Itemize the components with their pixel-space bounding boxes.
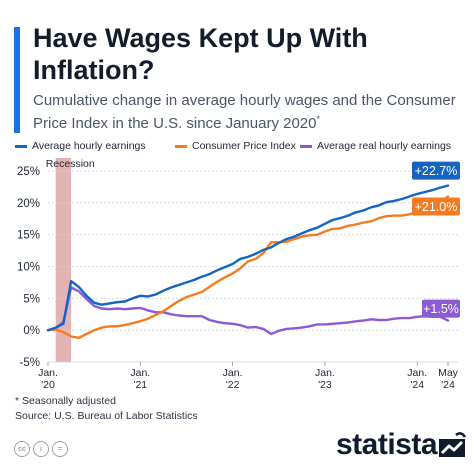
x-tick-label: Jan. <box>223 367 243 379</box>
legend-swatch-real <box>300 144 312 148</box>
x-tick-label: '22 <box>226 379 240 390</box>
statista-logo-mark-icon <box>439 432 467 457</box>
license-icons: cc i = <box>14 441 68 457</box>
y-tick-label: 5% <box>23 293 40 305</box>
end-label-real: +1.5% <box>423 302 459 316</box>
footnote-source: Source: U.S. Bureau of Labor Statistics <box>15 410 198 422</box>
title-accent-bar <box>14 27 20 133</box>
page-title: Have Wages Kept Up With Inflation? <box>33 23 368 85</box>
attribution-icon[interactable]: i <box>33 441 49 457</box>
legend-item-wages: Average hourly earnings <box>15 140 146 152</box>
x-tick-label: Jan. <box>407 367 427 379</box>
x-tick-label: Jan. <box>38 367 58 379</box>
page-subtitle: Cumulative change in average hourly wage… <box>33 91 463 133</box>
y-tick-label: 10% <box>17 262 40 274</box>
recession-label: Recession <box>46 158 95 170</box>
x-tick-label: Jan. <box>130 367 150 379</box>
subtitle-footnote-mark: * <box>316 114 321 124</box>
series-line-real <box>46 286 450 336</box>
end-label-cpi-box <box>412 197 460 216</box>
x-tick-label: '23 <box>318 379 332 390</box>
x-tick-label: '24 <box>441 379 455 390</box>
y-tick-label: 0% <box>23 325 40 337</box>
end-label-real-box <box>422 299 460 318</box>
x-tick-label: Jan. <box>315 367 335 379</box>
legend-swatch-cpi <box>175 144 187 148</box>
end-label-wages: +22.7% <box>415 164 458 178</box>
legend-swatch-wages <box>15 144 27 148</box>
series-line-cpi <box>46 195 450 339</box>
x-tick-label: '24 <box>410 379 424 390</box>
end-label-wages-box <box>412 161 460 180</box>
x-tick-label: May <box>438 367 459 379</box>
legend-label-wages: Average hourly earnings <box>32 140 146 152</box>
cc-icon[interactable]: cc <box>14 441 30 457</box>
legend-label-cpi: Consumer Price Index <box>192 140 296 152</box>
end-label-cpi: +21.0% <box>415 200 458 214</box>
subtitle-text: Cumulative change in average hourly wage… <box>33 92 456 132</box>
recession-band <box>55 158 72 362</box>
y-tick-label: -5% <box>20 357 40 369</box>
x-tick-label: '21 <box>133 379 147 390</box>
line-chart: Recession25%20%15%10%5%0%-5%Jan.'20Jan.'… <box>17 158 460 390</box>
series-line-wages <box>46 184 450 332</box>
chart-legend: Average hourly earnings Consumer Price I… <box>15 140 470 154</box>
no-derivatives-icon[interactable]: = <box>52 441 68 457</box>
y-tick-label: 15% <box>17 230 40 242</box>
statista-logo[interactable]: statista <box>336 428 438 461</box>
legend-item-cpi: Consumer Price Index <box>175 140 296 152</box>
x-tick-label: '20 <box>41 379 55 390</box>
y-tick-label: 20% <box>17 198 40 210</box>
y-tick-label: 25% <box>17 166 40 178</box>
footnote-seasonal: * Seasonally adjusted <box>15 395 116 407</box>
legend-item-real: Average real hourly earnings <box>300 140 451 152</box>
legend-label-real: Average real hourly earnings <box>317 140 452 152</box>
